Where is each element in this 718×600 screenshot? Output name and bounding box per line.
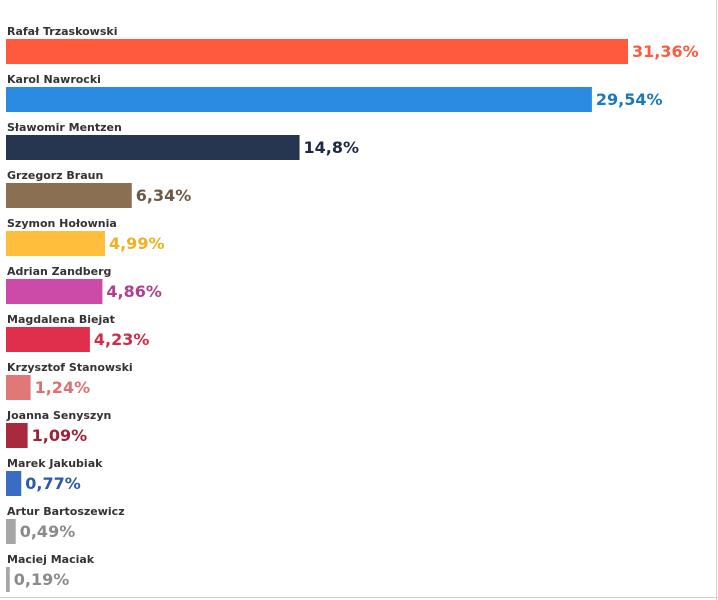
value-label: 0,49% bbox=[20, 522, 76, 541]
category-label: Maciej Maciak bbox=[7, 553, 95, 566]
value-label: 1,09% bbox=[32, 426, 88, 445]
bar-group-maciej-maciak: Maciej Maciak 0,19% bbox=[6, 553, 95, 592]
chart-frame-right bbox=[716, 0, 717, 600]
category-label: Joanna Senyszyn bbox=[6, 409, 111, 422]
value-label: 6,34% bbox=[136, 186, 192, 205]
value-label: 31,36% bbox=[632, 42, 699, 61]
bar-group-artur-bartoszewicz: Artur Bartoszewicz 0,49% bbox=[6, 505, 125, 544]
bar-group-joanna-senyszyn: Joanna Senyszyn 1,09% bbox=[6, 409, 111, 448]
value-label: 14,8% bbox=[304, 138, 360, 157]
value-label: 29,54% bbox=[596, 90, 663, 109]
bar bbox=[6, 471, 22, 496]
bar bbox=[6, 423, 28, 448]
bar bbox=[6, 183, 132, 208]
value-label: 4,99% bbox=[109, 234, 165, 253]
bar-group-grzegorz-braun: Grzegorz Braun 6,34% bbox=[6, 169, 191, 208]
category-label: Karol Nawrocki bbox=[7, 73, 101, 86]
bar-group-szymon-holownia: Szymon Hołownia 4,99% bbox=[6, 217, 164, 256]
value-label: 4,23% bbox=[94, 330, 150, 349]
category-label: Krzysztof Stanowski bbox=[7, 361, 133, 374]
bar bbox=[6, 231, 105, 256]
category-label: Artur Bartoszewicz bbox=[7, 505, 125, 518]
bar-group-adrian-zandberg: Adrian Zandberg 4,86% bbox=[6, 265, 162, 304]
bar-group-marek-jakubiak: Marek Jakubiak 0,77% bbox=[6, 457, 103, 496]
bar-group-slawomir-mentzen: Sławomir Mentzen 14,8% bbox=[6, 121, 359, 160]
chart-frame-bottom bbox=[0, 597, 718, 598]
value-label: 0,19% bbox=[14, 570, 70, 589]
bar bbox=[6, 135, 300, 160]
value-label: 4,86% bbox=[106, 282, 162, 301]
bar bbox=[6, 567, 10, 592]
bar bbox=[6, 279, 103, 304]
bar bbox=[6, 39, 628, 64]
category-label: Sławomir Mentzen bbox=[7, 121, 122, 134]
category-label: Magdalena Biejat bbox=[7, 313, 115, 326]
category-label: Marek Jakubiak bbox=[7, 457, 103, 470]
value-label: 0,77% bbox=[25, 474, 81, 493]
value-label: 1,24% bbox=[35, 378, 91, 397]
category-label: Adrian Zandberg bbox=[7, 265, 111, 278]
bar-group-karol-nawrocki: Karol Nawrocki 29,54% bbox=[6, 73, 663, 112]
category-label: Grzegorz Braun bbox=[7, 169, 103, 182]
bar-group-magdalena-biejat: Magdalena Biejat 4,23% bbox=[6, 313, 149, 352]
bar bbox=[6, 375, 31, 400]
category-label: Szymon Hołownia bbox=[7, 217, 117, 230]
bar bbox=[6, 87, 592, 112]
bar bbox=[6, 519, 16, 544]
bar bbox=[6, 327, 90, 352]
bar-group-rafal-trzaskowski: Rafał Trzaskowski 31,36% bbox=[6, 25, 699, 64]
category-label: Rafał Trzaskowski bbox=[7, 25, 117, 38]
bar-group-krzysztof-stanowski: Krzysztof Stanowski 1,24% bbox=[6, 361, 133, 400]
